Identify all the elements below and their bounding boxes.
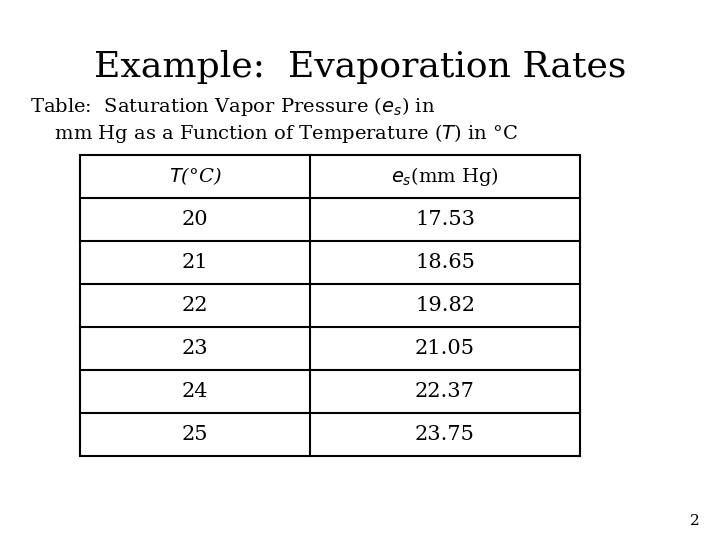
Text: 17.53: 17.53 (415, 210, 475, 229)
Text: Table:  Saturation Vapor Pressure ($e_s$) in: Table: Saturation Vapor Pressure ($e_s$)… (30, 95, 435, 118)
Text: Example:  Evaporation Rates: Example: Evaporation Rates (94, 50, 626, 84)
Text: 20: 20 (181, 210, 208, 229)
Text: mm Hg as a Function of Temperature ($T$) in °C: mm Hg as a Function of Temperature ($T$)… (30, 122, 518, 145)
Text: 21.05: 21.05 (415, 339, 475, 358)
Text: 22.37: 22.37 (415, 382, 475, 401)
Text: 23.75: 23.75 (415, 425, 475, 444)
Text: 18.65: 18.65 (415, 253, 475, 272)
Text: 19.82: 19.82 (415, 296, 475, 315)
Text: 21: 21 (181, 253, 208, 272)
Text: 25: 25 (181, 425, 208, 444)
Text: 2: 2 (690, 514, 700, 528)
Text: $T$(°C): $T$(°C) (168, 166, 222, 187)
Text: $e_s$(mm Hg): $e_s$(mm Hg) (391, 165, 499, 188)
Text: 24: 24 (181, 382, 208, 401)
Text: 23: 23 (181, 339, 208, 358)
Text: 22: 22 (181, 296, 208, 315)
Bar (80, 155, 580, 456)
